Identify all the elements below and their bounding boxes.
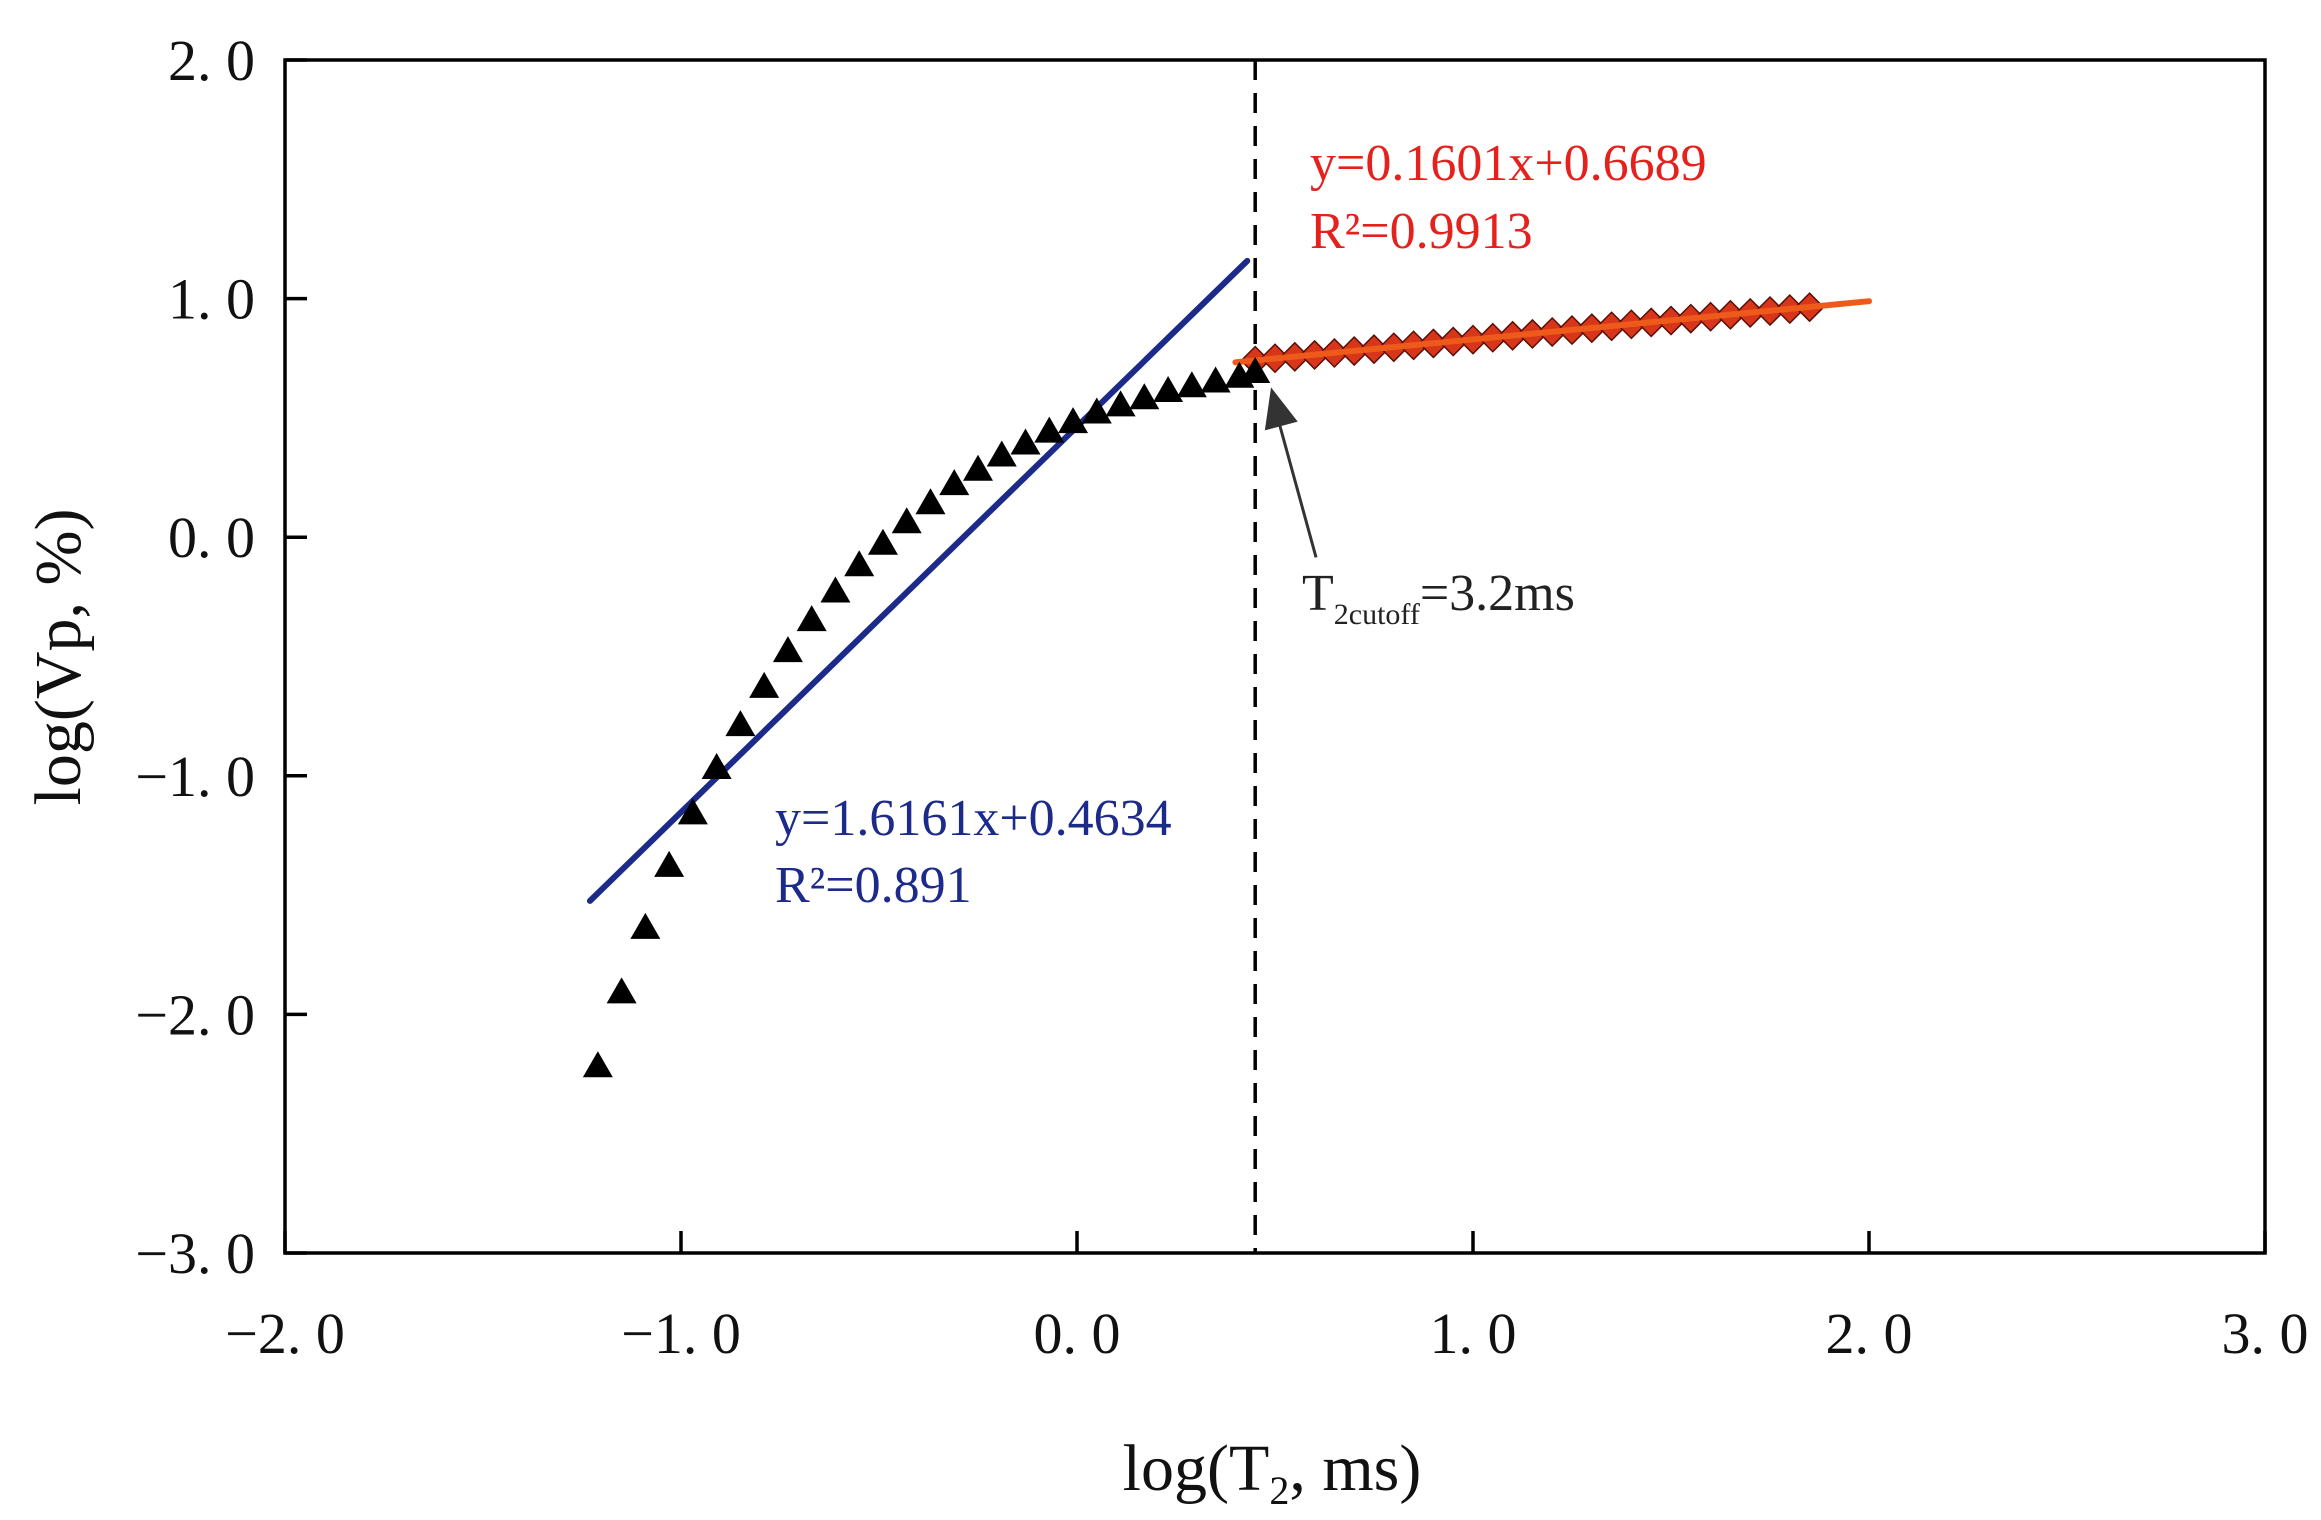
data-point-triangle [939, 469, 970, 496]
data-point-triangle [582, 1051, 613, 1078]
x-tick-label: 3. 0 [2222, 1301, 2309, 1366]
cutoff-label: T2cutoff=3.2ms [1302, 565, 1575, 631]
small-pore-fit-line [586, 257, 1251, 904]
x-axis-title-prefix: log(T [1123, 1432, 1270, 1505]
y-tick-label: 0. 0 [168, 505, 255, 570]
data-point-triangle [1200, 366, 1231, 393]
y-tick-label: −1. 0 [135, 744, 255, 809]
cutoff-arrow-head [1264, 387, 1298, 431]
data-point-triangle [867, 528, 898, 555]
cutoff-label-prefix: T [1302, 565, 1334, 622]
data-point-triangle [915, 488, 946, 515]
x-tick-label: 0. 0 [1034, 1301, 1121, 1366]
blue-fit-r2: R²=0.891 [775, 857, 972, 914]
data-point-triangle [1176, 371, 1207, 398]
red-fit-equation: y=0.1601x+0.6689 [1310, 135, 1707, 192]
data-point-triangle [677, 798, 708, 825]
data-point-triangle [1010, 428, 1041, 455]
y-tick-label: 1. 0 [168, 267, 255, 332]
data-point-triangle [1129, 383, 1160, 410]
y-tick-label: 2. 0 [168, 28, 255, 93]
x-tick-label: 1. 0 [1430, 1301, 1517, 1366]
x-tick-label: −1. 0 [621, 1301, 741, 1366]
y-tick-label: −3. 0 [135, 1221, 255, 1286]
x-tick-label: 2. 0 [1826, 1301, 1913, 1366]
y-tick-label: −2. 0 [135, 982, 255, 1047]
data-point-triangle [1153, 376, 1184, 403]
data-point-triangle [820, 576, 851, 603]
data-point-triangle [1081, 397, 1112, 424]
data-point-triangle [749, 671, 780, 698]
cutoff-label-suffix: =3.2ms [1420, 565, 1575, 622]
axis-ticks: −2. 0 −1. 0 0. 0 1. 0 2. 0 3. 0 −3. 0 −2. 0 −1. … [135, 28, 2308, 1366]
data-point-triangle [725, 710, 756, 737]
data-point-triangle [772, 636, 803, 663]
data-point-triangle [891, 507, 922, 534]
large-pore-fit-line [1232, 298, 1872, 366]
data-point-triangle [1058, 407, 1089, 434]
data-point-triangle [963, 454, 993, 481]
x-tick-label: −2. 0 [225, 1301, 345, 1366]
red-fit-r2: R²=0.9913 [1310, 203, 1533, 260]
y-axis-title: log(Vp, %) [22, 509, 95, 806]
data-point-triangle [1034, 416, 1065, 443]
x-axis-title-subscript: 2 [1269, 1468, 1289, 1513]
data-point-triangle [654, 850, 685, 877]
x-axis-title-suffix: , ms) [1289, 1432, 1421, 1505]
data-point-triangle [844, 550, 875, 577]
plot-frame [283, 58, 2267, 1255]
plot-marks [582, 60, 1872, 1253]
data-point-triangle [1105, 390, 1136, 417]
data-point-triangle [986, 440, 1017, 467]
cutoff-arrow-shaft [1275, 414, 1318, 558]
data-point-triangle [796, 605, 827, 632]
data-point-triangle [630, 912, 661, 939]
data-point-triangle [606, 977, 637, 1004]
x-axis-title: log(T2, ms) [1123, 1432, 1422, 1513]
data-point-triangle [701, 753, 732, 780]
blue-fit-equation: y=1.6161x+0.4634 [775, 790, 1172, 847]
data-point-triangle [1240, 356, 1271, 383]
cutoff-label-subscript: 2cutoff [1334, 598, 1420, 631]
